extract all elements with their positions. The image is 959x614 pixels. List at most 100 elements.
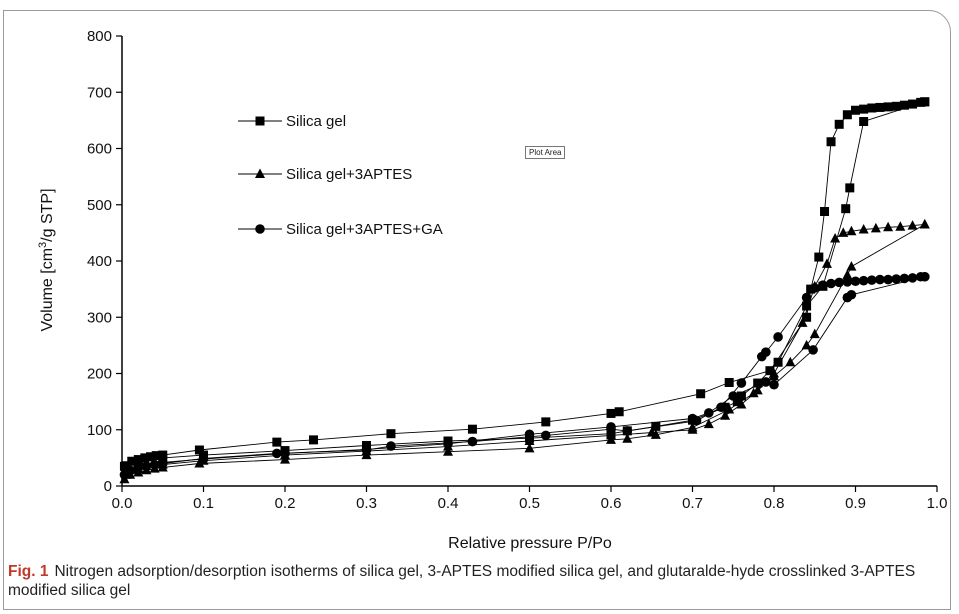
series-2-point bbox=[801, 339, 812, 350]
series-1-point bbox=[826, 137, 836, 147]
figure-frame bbox=[3, 10, 951, 610]
series-2 bbox=[119, 218, 930, 484]
series-1-point bbox=[309, 435, 319, 445]
series-1-point bbox=[614, 407, 624, 417]
x-tick-label: 1.0 bbox=[927, 495, 948, 512]
series-3-point bbox=[443, 439, 453, 449]
series-1-point bbox=[883, 102, 893, 112]
legend-marker bbox=[255, 168, 265, 178]
series-1-point bbox=[875, 102, 885, 112]
series-3-point bbox=[524, 429, 535, 440]
series-2-point bbox=[443, 446, 453, 456]
series-2-point bbox=[870, 222, 881, 233]
series-3-point bbox=[834, 277, 844, 288]
series-2-point bbox=[883, 221, 894, 232]
series-1-point bbox=[920, 97, 930, 107]
isotherm-chart: 0.0 0.1 0.2 0.3 0.4 0.5 0.6 0.7 0.8 0.9 1.0 0 100 200… bbox=[37, 28, 947, 552]
series-1-point bbox=[736, 391, 746, 401]
series-2-point bbox=[524, 435, 535, 445]
series-3-point bbox=[467, 436, 478, 447]
series-1-point bbox=[753, 378, 763, 388]
legend-marker bbox=[255, 224, 265, 234]
x-tick-label: 0.1 bbox=[193, 495, 214, 512]
series-2-point bbox=[606, 429, 616, 440]
y-tick-label: 700 bbox=[87, 84, 112, 101]
series-3-point bbox=[622, 426, 633, 436]
series-1-point bbox=[386, 429, 396, 439]
series-3-point bbox=[818, 280, 828, 290]
legend-label: Silica gel bbox=[286, 113, 346, 130]
x-tick-label: 0.2 bbox=[275, 495, 296, 512]
series-2-point bbox=[524, 442, 535, 453]
series-1-point bbox=[908, 99, 918, 109]
x-tick-label: 0.3 bbox=[356, 495, 377, 512]
series-1-point bbox=[842, 110, 852, 120]
series-1-point bbox=[802, 312, 812, 322]
series-3-point bbox=[919, 271, 930, 282]
series-2-point bbox=[736, 398, 747, 409]
series-layer bbox=[119, 97, 930, 484]
series-2-point bbox=[720, 410, 731, 420]
legend-marker bbox=[255, 116, 265, 126]
series-2-point bbox=[830, 233, 841, 243]
series-1-point bbox=[891, 101, 901, 111]
y-axis-title: Volume [cm3/g STP] bbox=[37, 188, 56, 331]
series-1-point bbox=[541, 417, 551, 427]
series-1-point bbox=[802, 301, 812, 311]
series-2-point bbox=[846, 225, 857, 236]
series-1-point bbox=[194, 445, 204, 455]
series-2-point bbox=[809, 328, 820, 339]
caption-label: Fig. 1 bbox=[8, 563, 49, 580]
series-3-point bbox=[280, 448, 290, 459]
series-1-point bbox=[724, 378, 734, 387]
y-tick-label: 300 bbox=[87, 309, 112, 326]
series-3-point bbox=[728, 391, 739, 401]
series-3-point bbox=[842, 292, 853, 303]
series-3-point bbox=[761, 377, 771, 387]
series-1-point bbox=[773, 357, 783, 367]
series-3-point bbox=[850, 276, 861, 287]
series-3-point bbox=[867, 275, 877, 285]
axes: 0.0 0.1 0.2 0.3 0.4 0.5 0.6 0.7 0.8 0.9 1.0 0 100 200… bbox=[87, 28, 947, 512]
series-2-point bbox=[895, 221, 906, 231]
series-2-point bbox=[797, 317, 808, 327]
series-2-point bbox=[687, 424, 698, 434]
series-1-point bbox=[151, 451, 161, 461]
series-2-point bbox=[919, 218, 930, 229]
series-1-point bbox=[859, 104, 869, 114]
series-1-point bbox=[732, 397, 742, 407]
series-3-point bbox=[773, 332, 783, 342]
series-3-point bbox=[272, 448, 282, 459]
series-3-point bbox=[801, 292, 812, 303]
series-3-point bbox=[907, 273, 918, 283]
series-3-point bbox=[121, 467, 131, 477]
legend: Silica gel Silica gel+3APTES Silica gel+3A… bbox=[238, 113, 443, 238]
series-3-point bbox=[858, 275, 869, 286]
series-1-point bbox=[127, 456, 137, 466]
y-tick-label: 400 bbox=[87, 253, 112, 270]
x-tick-label: 0.7 bbox=[682, 495, 703, 512]
series-1-point bbox=[820, 207, 830, 216]
series-3-point bbox=[761, 347, 771, 357]
series-2-point bbox=[622, 433, 633, 443]
x-tick-label: 0.0 bbox=[112, 495, 133, 512]
series-2-point bbox=[858, 224, 869, 234]
series-2-point bbox=[821, 258, 832, 268]
series-3-point bbox=[826, 278, 836, 289]
series-3-point bbox=[736, 378, 747, 388]
x-tick-label: 0.6 bbox=[601, 495, 622, 512]
series-3 bbox=[119, 271, 930, 480]
series-2-point bbox=[846, 261, 857, 271]
y-tick-label: 800 bbox=[87, 28, 112, 45]
series-3-point bbox=[891, 274, 902, 284]
series-2-point bbox=[842, 269, 853, 280]
series-2-point bbox=[752, 384, 763, 395]
series-3-point bbox=[386, 441, 396, 451]
series-3-point bbox=[769, 379, 779, 390]
figure-caption: Fig. 1 Nitrogen adsorption/desorption iso… bbox=[8, 562, 948, 600]
series-3-point bbox=[716, 402, 726, 413]
series-3-desorption-line bbox=[125, 276, 925, 473]
series-2-point bbox=[907, 220, 918, 230]
series-3-point bbox=[141, 461, 152, 472]
series-3-point bbox=[198, 454, 209, 464]
